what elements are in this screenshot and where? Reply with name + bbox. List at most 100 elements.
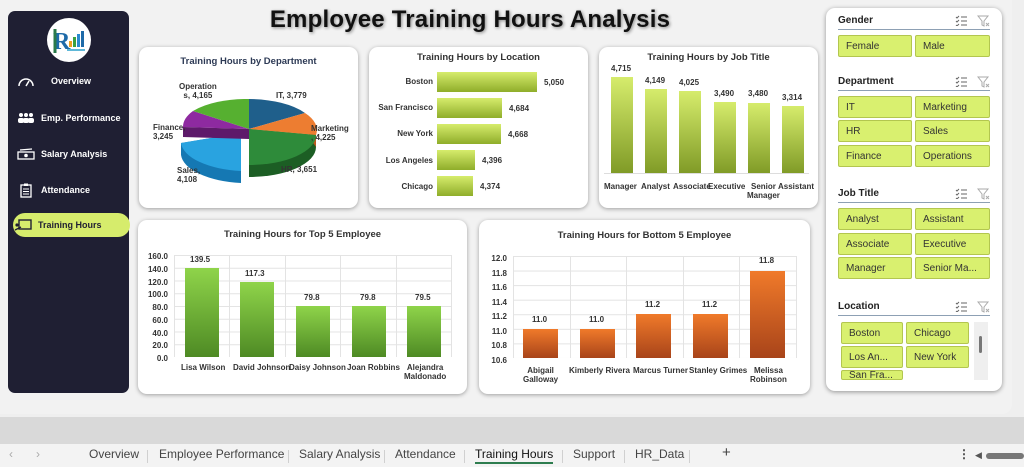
sidebar-item-salary-analysis[interactable]: Salary Analysis: [16, 142, 124, 166]
slicer-department-header: Department: [838, 73, 990, 91]
data-label: 79.8: [304, 293, 320, 302]
bar-kimberly-rivera[interactable]: [580, 329, 615, 358]
data-label: 11.0: [532, 315, 548, 324]
bar-senior-manager[interactable]: [748, 103, 770, 174]
slicer-item-it[interactable]: IT: [838, 96, 912, 118]
scrollbar-thumb[interactable]: [979, 336, 982, 353]
data-label: 79.5: [415, 293, 431, 302]
bar-joan-robbins[interactable]: [352, 306, 386, 357]
bar-lisa-wilson[interactable]: [185, 268, 219, 357]
slicer-item-senior-manager[interactable]: Senior Ma...: [915, 257, 990, 279]
tab-hr-data[interactable]: HR_Data: [635, 447, 685, 461]
slicer-title: Gender: [838, 15, 874, 26]
tab-salary-analysis[interactable]: Salary Analysis: [299, 447, 381, 461]
slicer-item-analyst[interactable]: Analyst: [838, 208, 912, 230]
bar-manager[interactable]: [611, 77, 633, 174]
tab-attendance[interactable]: Attendance: [395, 447, 456, 461]
bar-melissa-robinson[interactable]: [750, 271, 785, 358]
slicer-item-executive[interactable]: Executive: [915, 233, 990, 255]
slicer-item-manager[interactable]: Manager: [838, 257, 912, 279]
axis-label: San Francisco: [378, 103, 433, 112]
slicer-item-assistant[interactable]: Assistant: [915, 208, 990, 230]
slicer-item-sales[interactable]: Sales: [915, 120, 990, 142]
slicer-scrollbar[interactable]: [974, 322, 988, 380]
slicer-title: Department: [838, 76, 894, 87]
slicer-item-los-angeles[interactable]: Los An...: [841, 346, 903, 368]
bar-boston[interactable]: [437, 72, 537, 92]
data-label: 117.3: [245, 269, 265, 278]
data-label: 4,374: [480, 182, 501, 191]
axis-label: Marcus Turner: [633, 366, 688, 375]
company-logo: R: [47, 18, 91, 62]
multi-select-icon[interactable]: [954, 188, 968, 200]
clipboard-icon: [16, 183, 36, 198]
slicer-item-hr[interactable]: HR: [838, 120, 912, 142]
tab-overview[interactable]: Overview: [89, 447, 140, 461]
clear-filter-icon[interactable]: [976, 188, 990, 200]
data-label: 5,050: [544, 78, 565, 87]
sheet-tab-bar: ‹ › Overview Employee Performance Salary…: [0, 444, 1024, 467]
slicer-item-chicago[interactable]: Chicago: [906, 322, 969, 344]
slicer-item-san-francisco[interactable]: San Fra...: [841, 370, 903, 380]
bar-daisy-johnson[interactable]: [296, 306, 330, 357]
bar-executive[interactable]: [714, 102, 736, 174]
bar-david-johnson[interactable]: [240, 282, 274, 357]
horizontal-scrollbar[interactable]: [986, 453, 1024, 459]
sidebar-item-attendance[interactable]: Attendance: [16, 178, 124, 202]
axis-label: Executive: [708, 182, 746, 191]
bar-stanley-grimes[interactable]: [693, 314, 728, 358]
sidebar-item-overview[interactable]: Overview: [16, 69, 124, 93]
bar-chicago[interactable]: [437, 176, 473, 196]
scroll-tabs-left-icon[interactable]: ‹: [9, 447, 13, 461]
multi-select-icon[interactable]: [954, 15, 968, 27]
data-label: 4,396: [482, 156, 503, 165]
chart-department[interactable]: Training Hours by Department Operation s,…: [139, 47, 358, 208]
chart-job-title[interactable]: Training Hours by Job Title 4,715 4,149 …: [599, 47, 818, 208]
slicer-item-associate[interactable]: Associate: [838, 233, 912, 255]
scroll-tabs-right-icon[interactable]: ›: [36, 447, 40, 461]
bar-alejandra-maldonado[interactable]: [407, 306, 441, 357]
multi-select-icon[interactable]: [954, 301, 968, 313]
slicer-item-female[interactable]: Female: [838, 35, 912, 57]
tab-support[interactable]: Support: [573, 447, 616, 461]
chart-bottom5-employees[interactable]: Training Hours for Bottom 5 Employee 12.…: [479, 220, 810, 394]
axis-label: Assistant: [778, 182, 815, 191]
clear-filter-icon[interactable]: [976, 76, 990, 88]
sidebar-item-label: Attendance: [41, 185, 91, 195]
more-options-icon[interactable]: ⋮: [958, 447, 970, 461]
bar-abigail-galloway[interactable]: [523, 329, 558, 358]
chart-title: Training Hours by Department: [180, 56, 317, 67]
page-title: Employee Training Hours Analysis: [269, 6, 671, 33]
money-icon: [16, 147, 36, 161]
add-sheet-button[interactable]: +: [722, 444, 731, 461]
axis-label: David Johnson: [233, 363, 291, 372]
slicer-item-male[interactable]: Male: [915, 35, 990, 57]
chart-location[interactable]: Training Hours by Location Boston San Fr…: [369, 47, 588, 208]
bar-los-angeles[interactable]: [437, 150, 475, 170]
data-label: 11.2: [702, 300, 718, 309]
bar-marcus-turner[interactable]: [636, 314, 671, 358]
sidebar-item-emp-performance[interactable]: Emp. Performance: [16, 106, 124, 130]
chart-top5-employees[interactable]: Training Hours for Top 5 Employee 160.0 1…: [138, 220, 467, 394]
tab-employee-performance[interactable]: Employee Performance: [159, 447, 285, 461]
slicer-item-boston[interactable]: Boston: [841, 322, 903, 344]
pie-label-sales: Sales, 4,108: [177, 166, 201, 184]
tab-training-hours[interactable]: Training Hours: [475, 447, 554, 464]
slicer-item-new-york[interactable]: New York: [906, 346, 969, 368]
slicer-item-operations[interactable]: Operations: [915, 145, 990, 167]
bar-new-york[interactable]: [437, 124, 501, 144]
axis-label: Stanley Grimes: [689, 366, 748, 375]
chart-title: Training Hours by Job Title: [647, 52, 770, 63]
sidebar-item-training-hours[interactable]: Training Hours: [13, 213, 130, 237]
sidebar: R Overview Emp. Performance Salary Analy…: [8, 11, 130, 393]
bar-san-francisco[interactable]: [437, 98, 502, 118]
bar-associate[interactable]: [679, 91, 701, 174]
multi-select-icon[interactable]: [954, 76, 968, 88]
scroll-left-icon[interactable]: ◀: [975, 450, 982, 460]
clear-filter-icon[interactable]: [976, 301, 990, 313]
bar-assistant[interactable]: [782, 106, 804, 174]
clear-filter-icon[interactable]: [976, 15, 990, 27]
slicer-item-marketing[interactable]: Marketing: [915, 96, 990, 118]
slicer-item-finance[interactable]: Finance: [838, 145, 912, 167]
bar-analyst[interactable]: [645, 89, 667, 174]
